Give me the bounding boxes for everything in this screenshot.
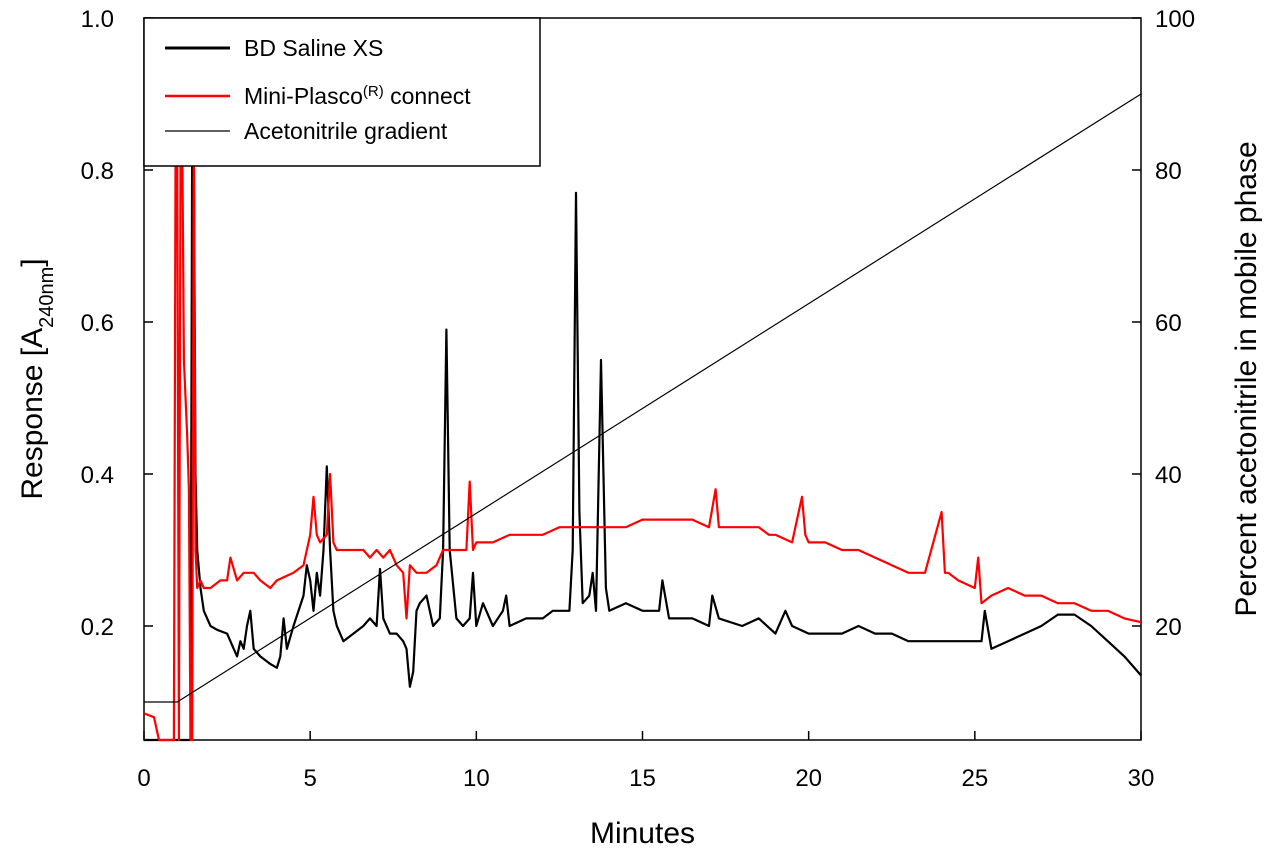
right-y-axis-title: Percent acetonitrile in mobile phase <box>1230 141 1263 616</box>
x-tick-label: 0 <box>137 765 150 792</box>
x-axis-title: Minutes <box>590 817 695 850</box>
x-tick-label: 15 <box>629 765 656 792</box>
left-y-tick-label: 0.2 <box>81 614 114 641</box>
x-tick-label: 10 <box>463 765 490 792</box>
legend: BD Saline XS Mini-Plasco(R) connect Aceton… <box>143 17 541 167</box>
right-y-tick-label: 60 <box>1155 310 1182 337</box>
right-y-tick-label: 100 <box>1155 6 1195 33</box>
x-tick-label: 20 <box>795 765 822 792</box>
right-y-tick-label: 40 <box>1155 462 1182 489</box>
left-y-axis-title-subscript: 240nm <box>36 267 58 328</box>
series-layer <box>143 93 1142 742</box>
left-y-tick-label: 0.6 <box>81 310 114 337</box>
x-tick-label: 25 <box>961 765 988 792</box>
right-y-tick-label: 20 <box>1155 614 1182 641</box>
x-tick-label: 5 <box>303 765 316 792</box>
left-y-axis-title-main: Response [A <box>16 328 49 500</box>
left-y-tick-label: 0.8 <box>81 158 114 185</box>
x-tick-label: 30 <box>1128 765 1155 792</box>
legend-label-3: Acetonitrile gradient <box>244 118 448 144</box>
legend-label-superscript: (R) <box>363 83 384 100</box>
left-y-axis-title: Response [A240nm] <box>16 258 58 499</box>
left-y-axis-title-end: ] <box>16 258 49 266</box>
left-y-tick-label: 1.0 <box>81 6 114 33</box>
left-y-tick-label: 0.4 <box>81 462 114 489</box>
series-line-1 <box>144 130 1142 742</box>
legend-label-main: BD Saline XS <box>244 35 383 61</box>
legend-label-main: Acetonitrile gradient <box>244 118 448 144</box>
series-line-3 <box>144 93 1142 703</box>
legend-label-end: connect <box>384 83 472 109</box>
series-line-2 <box>143 130 1142 742</box>
axes-layer: 0 5 10 15 20 25 30 0.2 0.4 0.6 0.8 1.0 20 40 60 80 100 <box>81 6 1195 792</box>
legend-box <box>143 17 541 167</box>
right-y-tick-label: 80 <box>1155 158 1182 185</box>
legend-label-2: Mini-Plasco(R) connect <box>244 83 471 110</box>
legend-label-main: Mini-Plasco <box>244 83 363 109</box>
legend-label-1: BD Saline XS <box>244 35 383 61</box>
